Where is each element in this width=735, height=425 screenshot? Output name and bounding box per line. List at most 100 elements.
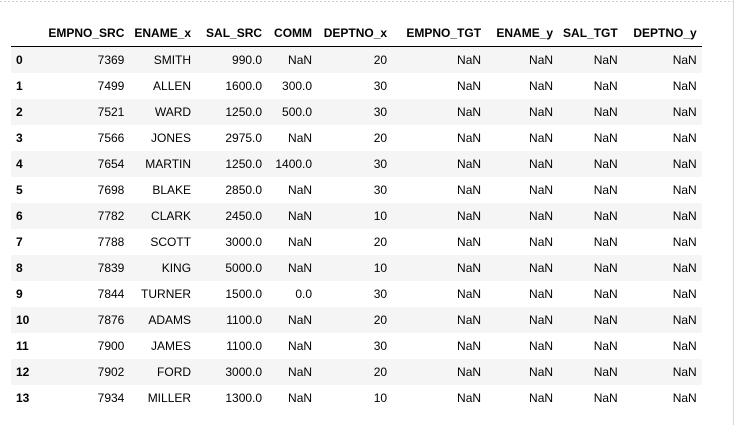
- table-cell: NaN: [593, 209, 618, 223]
- table-cell: NaN: [529, 53, 554, 67]
- table-cell: NaN: [593, 131, 618, 145]
- table-cell: MARTIN: [145, 157, 192, 171]
- column-header: EMPNO_TGT: [392, 19, 487, 47]
- row-index: 3: [16, 131, 23, 145]
- table-cell: 7876: [97, 313, 125, 327]
- column-header: DEPTNO_x: [317, 19, 393, 47]
- table-cell: NaN: [288, 183, 313, 197]
- table-cell: NaN: [593, 365, 618, 379]
- table-cell: 500.0: [282, 105, 313, 119]
- table-cell: 20: [373, 53, 388, 67]
- table-cell: CLARK: [151, 209, 192, 223]
- output-border: [733, 0, 734, 425]
- table-cell: NaN: [288, 313, 313, 327]
- table-cell: SMITH: [153, 53, 192, 67]
- table-cell: 5000.0: [225, 261, 263, 275]
- cell-separator: [0, 1, 735, 3]
- table-cell: NaN: [593, 105, 618, 119]
- table-cell: NaN: [672, 261, 697, 275]
- table-row: 4 7654 MARTIN 1250.0 1400.0 30 NaN NaN NaN NaN: [11, 151, 702, 177]
- table-cell: 990.0: [232, 53, 263, 67]
- row-index: 0: [16, 53, 23, 67]
- table-cell: NaN: [457, 365, 482, 379]
- table-cell: 30: [373, 157, 388, 171]
- row-index: 13: [16, 391, 30, 405]
- table-cell: NaN: [457, 235, 482, 249]
- table-cell: NaN: [672, 105, 697, 119]
- row-index: 8: [16, 261, 23, 275]
- table-cell: 20: [373, 313, 388, 327]
- table-cell: 7844: [97, 287, 125, 301]
- table-cell: NaN: [593, 339, 618, 353]
- table-cell: 2850.0: [225, 183, 263, 197]
- table-cell: SCOTT: [150, 235, 192, 249]
- table-cell: NaN: [457, 209, 482, 223]
- table-row: 3 7566 JONES 2975.0 NaN 20 NaN NaN NaN NaN: [11, 125, 702, 151]
- table-cell: NaN: [288, 339, 313, 353]
- table-row: 11 7900 JAMES 1100.0 NaN 30 NaN NaN NaN NaN: [11, 333, 702, 359]
- table-row: 13 7934 MILLER 1300.0 NaN 10 NaN NaN NaN NaN: [11, 385, 702, 411]
- column-header: SAL_SRC: [196, 19, 268, 47]
- table-cell: 30: [373, 339, 388, 353]
- table-cell: NaN: [529, 365, 554, 379]
- table-cell: 7900: [97, 339, 125, 353]
- table-cell: NaN: [529, 339, 554, 353]
- table-cell: 3000.0: [225, 365, 263, 379]
- column-header: COMM: [267, 19, 318, 47]
- table-cell: 7788: [97, 235, 125, 249]
- row-index: 10: [16, 313, 30, 327]
- table-cell: 20: [373, 235, 388, 249]
- table-cell: NaN: [672, 235, 697, 249]
- table-cell: 20: [373, 365, 388, 379]
- table-cell: 7902: [97, 365, 125, 379]
- table-row: 0 7369 SMITH 990.0 NaN 20 NaN NaN NaN NaN: [11, 46, 702, 73]
- table-cell: NaN: [529, 209, 554, 223]
- row-index: 6: [16, 209, 23, 223]
- table-cell: BLAKE: [152, 183, 192, 197]
- table-cell: 7499: [97, 79, 125, 93]
- table-cell: NaN: [288, 261, 313, 275]
- column-header: ENAME_y: [486, 19, 559, 47]
- table-cell: 1600.0: [225, 79, 263, 93]
- table-cell: 3000.0: [225, 235, 263, 249]
- table-cell: NaN: [457, 313, 482, 327]
- table-cell: NaN: [529, 157, 554, 171]
- table-row: 5 7698 BLAKE 2850.0 NaN 30 NaN NaN NaN NaN: [11, 177, 702, 203]
- table-cell: 7521: [97, 105, 125, 119]
- table-cell: TURNER: [141, 287, 192, 301]
- table-cell: NaN: [457, 105, 482, 119]
- table-cell: NaN: [672, 157, 697, 171]
- table-cell: ADAMS: [148, 313, 192, 327]
- table-cell: NaN: [529, 79, 554, 93]
- table-cell: KING: [161, 261, 192, 275]
- table-cell: NaN: [593, 157, 618, 171]
- table-cell: 2975.0: [225, 131, 263, 145]
- table-cell: NaN: [457, 131, 482, 145]
- table-cell: NaN: [457, 287, 482, 301]
- table-cell: NaN: [529, 261, 554, 275]
- table-cell: 7566: [97, 131, 125, 145]
- table-cell: WARD: [154, 105, 192, 119]
- table-cell: 1500.0: [225, 287, 263, 301]
- table-cell: 7654: [97, 157, 125, 171]
- table-cell: NaN: [288, 209, 313, 223]
- table-cell: NaN: [593, 313, 618, 327]
- table-row: 1 7499 ALLEN 1600.0 300.0 30 NaN NaN NaN NaN: [11, 73, 702, 99]
- table-cell: NaN: [288, 53, 313, 67]
- table-cell: NaN: [457, 391, 482, 405]
- table-cell: NaN: [288, 235, 313, 249]
- table-cell: NaN: [593, 235, 618, 249]
- table-cell: NaN: [457, 183, 482, 197]
- table-cell: NaN: [529, 391, 554, 405]
- table-cell: NaN: [288, 365, 313, 379]
- table-cell: NaN: [457, 53, 482, 67]
- table-cell: 7698: [97, 183, 125, 197]
- table-cell: JONES: [151, 131, 192, 145]
- table-cell: NaN: [593, 287, 618, 301]
- table-cell: NaN: [288, 131, 313, 145]
- table-cell: 30: [373, 79, 388, 93]
- table-row: 10 7876 ADAMS 1100.0 NaN 20 NaN NaN NaN NaN: [11, 307, 702, 333]
- table-cell: 10: [373, 209, 388, 223]
- column-header: DEPTNO_y: [622, 19, 702, 47]
